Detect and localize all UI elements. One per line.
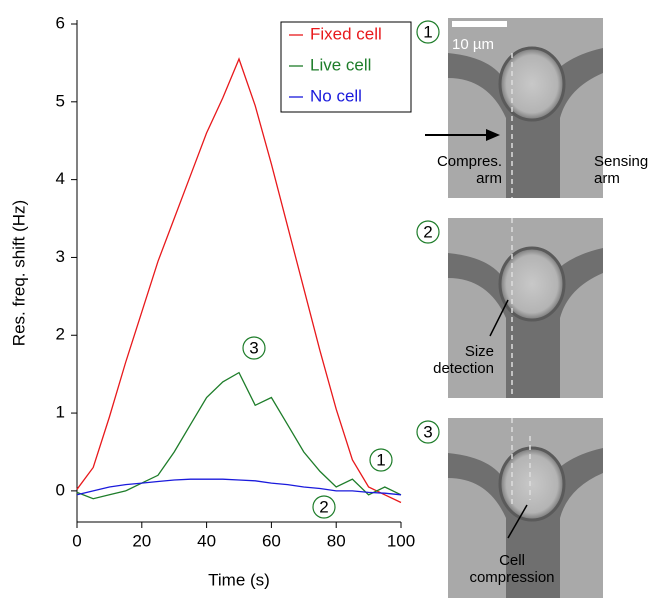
annotation-circle: [242, 336, 266, 360]
x-axis-label: Time (s): [208, 570, 270, 589]
panel-number: 2: [423, 222, 432, 241]
annotation-circle: [369, 448, 393, 472]
y-tick-label: 5: [56, 91, 65, 110]
panel-number-circle: [416, 220, 440, 244]
y-tick-label: 1: [56, 403, 65, 422]
x-tick-label: 20: [132, 531, 151, 550]
cell: [498, 246, 566, 322]
series-line: [76, 371, 402, 500]
micrograph: 2: [416, 218, 603, 398]
arrow-head: [486, 129, 500, 141]
micrograph: 3: [416, 418, 603, 598]
x-tick-label: 40: [197, 531, 216, 550]
cell: [498, 446, 566, 522]
panel-number: 3: [423, 422, 432, 441]
annotation: 2: [319, 497, 328, 516]
x-tick-label: 0: [72, 531, 81, 550]
series-line: [76, 57, 402, 504]
y-axis-label: Res. freq. shift (Hz): [9, 200, 28, 346]
panel-number: 1: [423, 22, 432, 41]
legend-label: Live cell: [310, 55, 371, 74]
micrographs: 1 2 3 10 µm Compres. arm Sensing arm Size detecti…: [416, 18, 648, 598]
annotation: 1: [376, 450, 385, 469]
x-tick-label: 60: [262, 531, 281, 550]
pointer: [489, 299, 509, 337]
panel-number-circle: [416, 420, 440, 444]
pointer: [507, 504, 528, 539]
scale-label: 10 µm: [452, 36, 494, 53]
annotation: 3: [249, 338, 258, 357]
series-line: [76, 478, 402, 496]
label: Compres. arm: [437, 153, 502, 187]
y-tick-label: 2: [56, 325, 65, 344]
label: Cell compression: [469, 552, 554, 586]
micrograph: 1: [416, 18, 603, 198]
label: Sensing arm: [594, 153, 648, 187]
y-tick-label: 3: [56, 247, 65, 266]
y-tick-label: 0: [56, 480, 65, 499]
annotation-circle: [312, 495, 336, 519]
cell: [498, 46, 566, 122]
legend-label: No cell: [310, 86, 362, 105]
y-tick-label: 4: [56, 169, 65, 188]
panel-number-circle: [416, 20, 440, 44]
scale-bar: [452, 21, 507, 27]
x-tick-label: 80: [327, 531, 346, 550]
x-tick-label: 100: [387, 531, 415, 550]
label: Size detection: [433, 343, 494, 377]
legend-label: Fixed cell: [310, 24, 382, 43]
y-tick-label: 6: [56, 13, 65, 32]
